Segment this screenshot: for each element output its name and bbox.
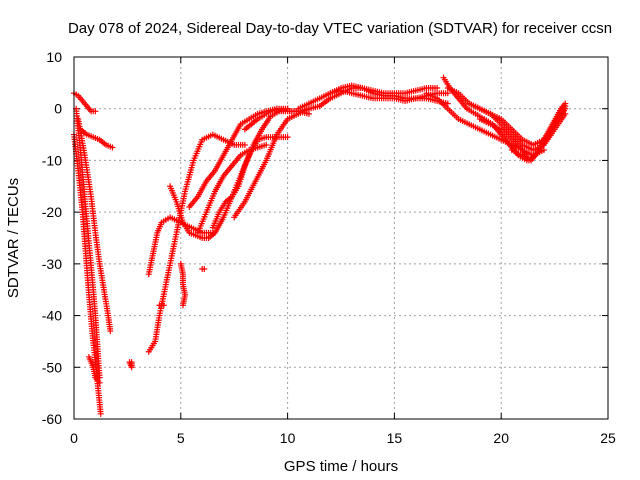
data-point	[444, 100, 451, 107]
y-tick-label: -10	[42, 152, 62, 168]
series-track-1	[71, 90, 99, 115]
data-point	[305, 110, 312, 117]
data-point	[434, 85, 441, 92]
x-tick-label: 0	[70, 430, 78, 446]
data-point	[241, 141, 248, 148]
y-tick-label: -60	[42, 411, 62, 427]
x-tick-label: 10	[280, 430, 296, 446]
data-point	[201, 266, 208, 273]
chart-title: Day 078 of 2024, Sidereal Day-to-day VTE…	[68, 20, 612, 37]
data-point	[263, 141, 270, 148]
series-track-14	[231, 105, 312, 221]
series-track-11	[194, 141, 270, 236]
x-axis-title: GPS time / hours	[284, 458, 398, 475]
data-point	[97, 410, 104, 417]
x-tick-label: 25	[600, 430, 616, 446]
data-point	[96, 379, 103, 386]
data-point	[160, 302, 167, 309]
y-tick-label: -20	[42, 204, 62, 220]
y-tick-label: -50	[42, 359, 62, 375]
data-point	[562, 103, 569, 110]
y-tick-label: -40	[42, 308, 62, 324]
series-track-6	[85, 353, 103, 386]
x-tick-label: 15	[387, 430, 403, 446]
series-track-15	[241, 105, 291, 133]
y-tick-label: 0	[54, 101, 62, 117]
data-point	[179, 302, 186, 309]
y-tick-label: -30	[42, 256, 62, 272]
data-point	[92, 108, 99, 115]
series-track-9	[145, 131, 248, 355]
series-track-17	[156, 302, 167, 309]
series-track-7	[126, 359, 135, 371]
x-tick-label: 5	[177, 430, 185, 446]
data-point	[128, 359, 135, 366]
x-tick-label: 20	[493, 430, 509, 446]
series-track-27	[508, 103, 569, 164]
data-point	[107, 328, 114, 335]
series-track-16	[177, 260, 189, 309]
data-point	[444, 90, 451, 97]
data-point	[109, 144, 116, 151]
data-point	[284, 134, 291, 141]
y-axis-title: SDTVAR / TECUs	[5, 178, 22, 298]
series-track-5	[77, 126, 116, 151]
marker-layer	[71, 74, 569, 417]
tick-layer: 0 5 10 15 20 25 10 0 -10 -20 -30 -40 -50 -60	[42, 49, 616, 446]
plot-frame	[73, 56, 609, 420]
y-tick-label: 10	[46, 49, 62, 65]
series-track-18	[199, 266, 208, 273]
series-track-4	[75, 116, 114, 335]
